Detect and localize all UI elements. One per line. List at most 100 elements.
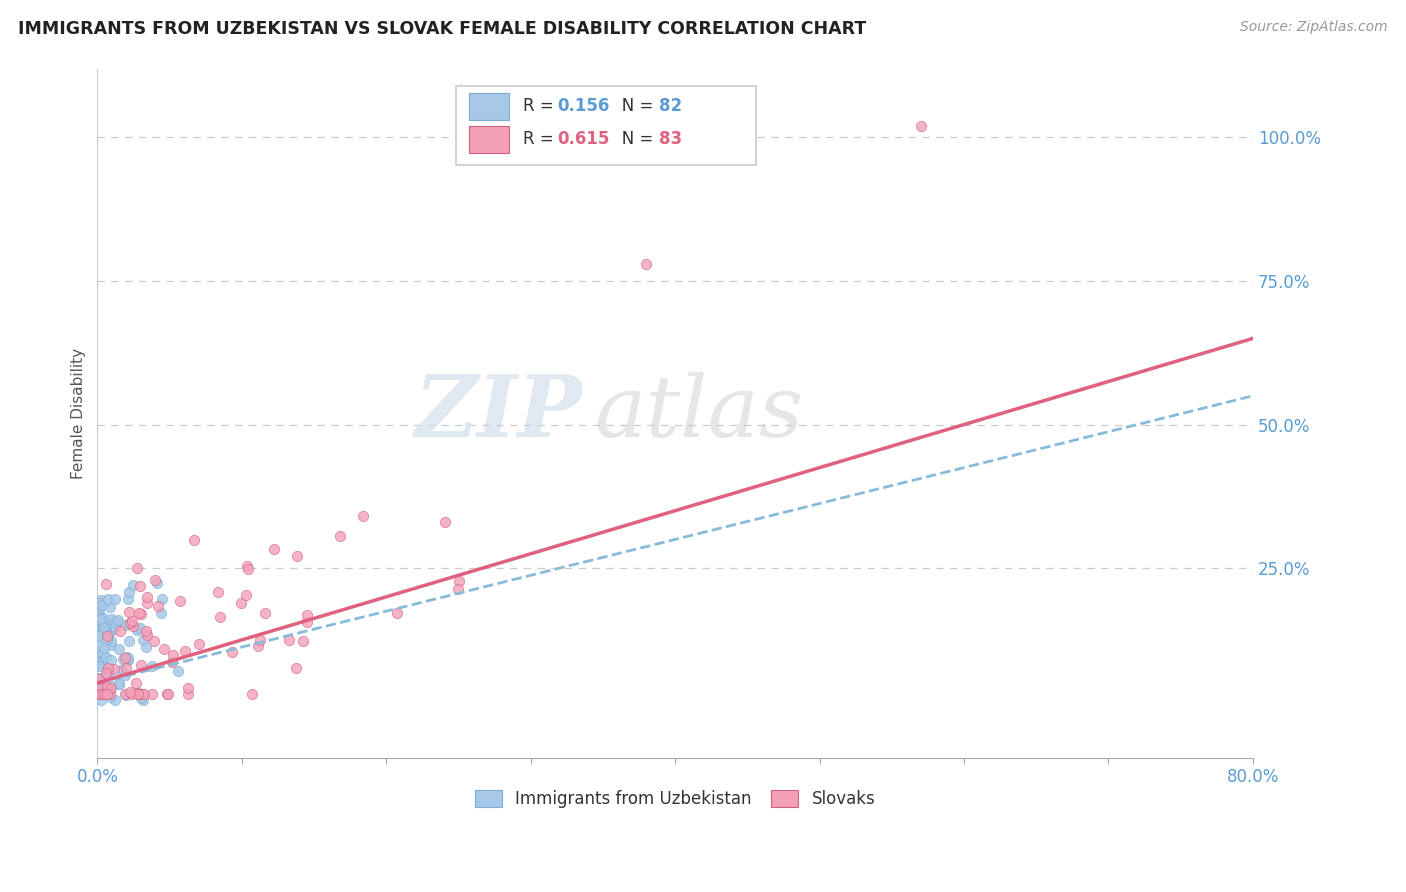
Text: 83: 83 bbox=[659, 130, 682, 148]
Point bbox=[121, 688, 143, 702]
Text: atlas: atlas bbox=[595, 372, 803, 454]
Point bbox=[167, 664, 190, 678]
Point bbox=[156, 687, 179, 701]
Point bbox=[207, 584, 229, 599]
Point bbox=[100, 679, 122, 693]
Point bbox=[96, 680, 118, 694]
Text: R =: R = bbox=[523, 97, 558, 115]
Point bbox=[108, 677, 131, 691]
Point bbox=[249, 633, 271, 648]
Point bbox=[93, 621, 115, 635]
Text: N =: N = bbox=[606, 130, 658, 148]
Point bbox=[87, 659, 110, 673]
FancyBboxPatch shape bbox=[456, 86, 756, 165]
Point bbox=[291, 633, 314, 648]
Point bbox=[87, 671, 110, 685]
Point bbox=[94, 628, 117, 642]
Text: 0.156: 0.156 bbox=[557, 97, 610, 115]
Point bbox=[91, 617, 114, 632]
Point bbox=[94, 666, 117, 681]
Point bbox=[447, 582, 470, 596]
Point bbox=[188, 637, 211, 651]
Point bbox=[97, 616, 120, 631]
Point bbox=[146, 576, 169, 591]
Point bbox=[94, 662, 117, 676]
Point bbox=[98, 665, 121, 680]
Text: R =: R = bbox=[523, 130, 558, 148]
Point bbox=[96, 629, 118, 643]
Point bbox=[329, 529, 352, 543]
Point bbox=[127, 686, 149, 700]
Point bbox=[118, 634, 141, 648]
Point bbox=[145, 573, 167, 587]
Point bbox=[153, 641, 176, 656]
Point bbox=[93, 685, 115, 699]
Point bbox=[287, 549, 309, 563]
Point bbox=[87, 628, 110, 642]
Point bbox=[134, 688, 156, 702]
Point bbox=[90, 688, 112, 702]
Point bbox=[98, 690, 121, 704]
Point bbox=[433, 515, 456, 529]
Point bbox=[129, 658, 152, 673]
Point bbox=[125, 675, 148, 690]
Point bbox=[104, 620, 127, 634]
Point bbox=[115, 661, 138, 675]
Point bbox=[97, 625, 120, 640]
Point bbox=[246, 640, 269, 654]
Point bbox=[93, 650, 115, 665]
Point bbox=[162, 648, 184, 662]
Point bbox=[104, 615, 127, 629]
Point bbox=[93, 611, 115, 625]
Point bbox=[103, 662, 125, 676]
Point bbox=[129, 691, 152, 706]
Point bbox=[135, 640, 157, 654]
Point bbox=[240, 688, 263, 702]
FancyBboxPatch shape bbox=[470, 93, 509, 120]
Point bbox=[118, 605, 141, 619]
Point bbox=[135, 624, 157, 639]
Point bbox=[115, 689, 138, 703]
Point bbox=[352, 509, 374, 524]
Point bbox=[89, 688, 111, 702]
Point bbox=[229, 596, 252, 610]
Point bbox=[121, 614, 143, 628]
Point bbox=[90, 593, 112, 607]
Point bbox=[129, 579, 152, 593]
Point bbox=[387, 607, 409, 621]
Point bbox=[295, 615, 318, 629]
Point bbox=[157, 688, 180, 702]
Point bbox=[117, 653, 139, 667]
Point bbox=[176, 688, 198, 702]
Text: IMMIGRANTS FROM UZBEKISTAN VS SLOVAK FEMALE DISABILITY CORRELATION CHART: IMMIGRANTS FROM UZBEKISTAN VS SLOVAK FEM… bbox=[18, 20, 866, 37]
Point bbox=[100, 638, 122, 652]
Text: 82: 82 bbox=[659, 97, 682, 115]
Point bbox=[136, 628, 159, 642]
Point bbox=[100, 688, 122, 702]
Point bbox=[87, 656, 110, 670]
Point bbox=[100, 681, 122, 696]
Point bbox=[235, 588, 257, 602]
Point bbox=[135, 596, 157, 610]
Point bbox=[131, 688, 153, 702]
Point bbox=[100, 633, 122, 648]
Point bbox=[87, 596, 110, 610]
Point bbox=[117, 591, 139, 606]
Point bbox=[132, 688, 155, 702]
Point bbox=[91, 657, 114, 671]
Point bbox=[90, 617, 112, 632]
Point bbox=[136, 591, 159, 605]
Point bbox=[295, 608, 318, 623]
Point bbox=[169, 594, 191, 608]
Point bbox=[93, 641, 115, 656]
Point bbox=[177, 681, 200, 695]
Point bbox=[449, 574, 471, 589]
Point bbox=[117, 585, 139, 599]
Point bbox=[87, 629, 110, 643]
Point bbox=[114, 667, 136, 681]
Point bbox=[90, 615, 112, 630]
Point bbox=[208, 610, 231, 624]
Point bbox=[183, 533, 205, 548]
Point bbox=[122, 619, 145, 633]
Point bbox=[110, 663, 132, 677]
